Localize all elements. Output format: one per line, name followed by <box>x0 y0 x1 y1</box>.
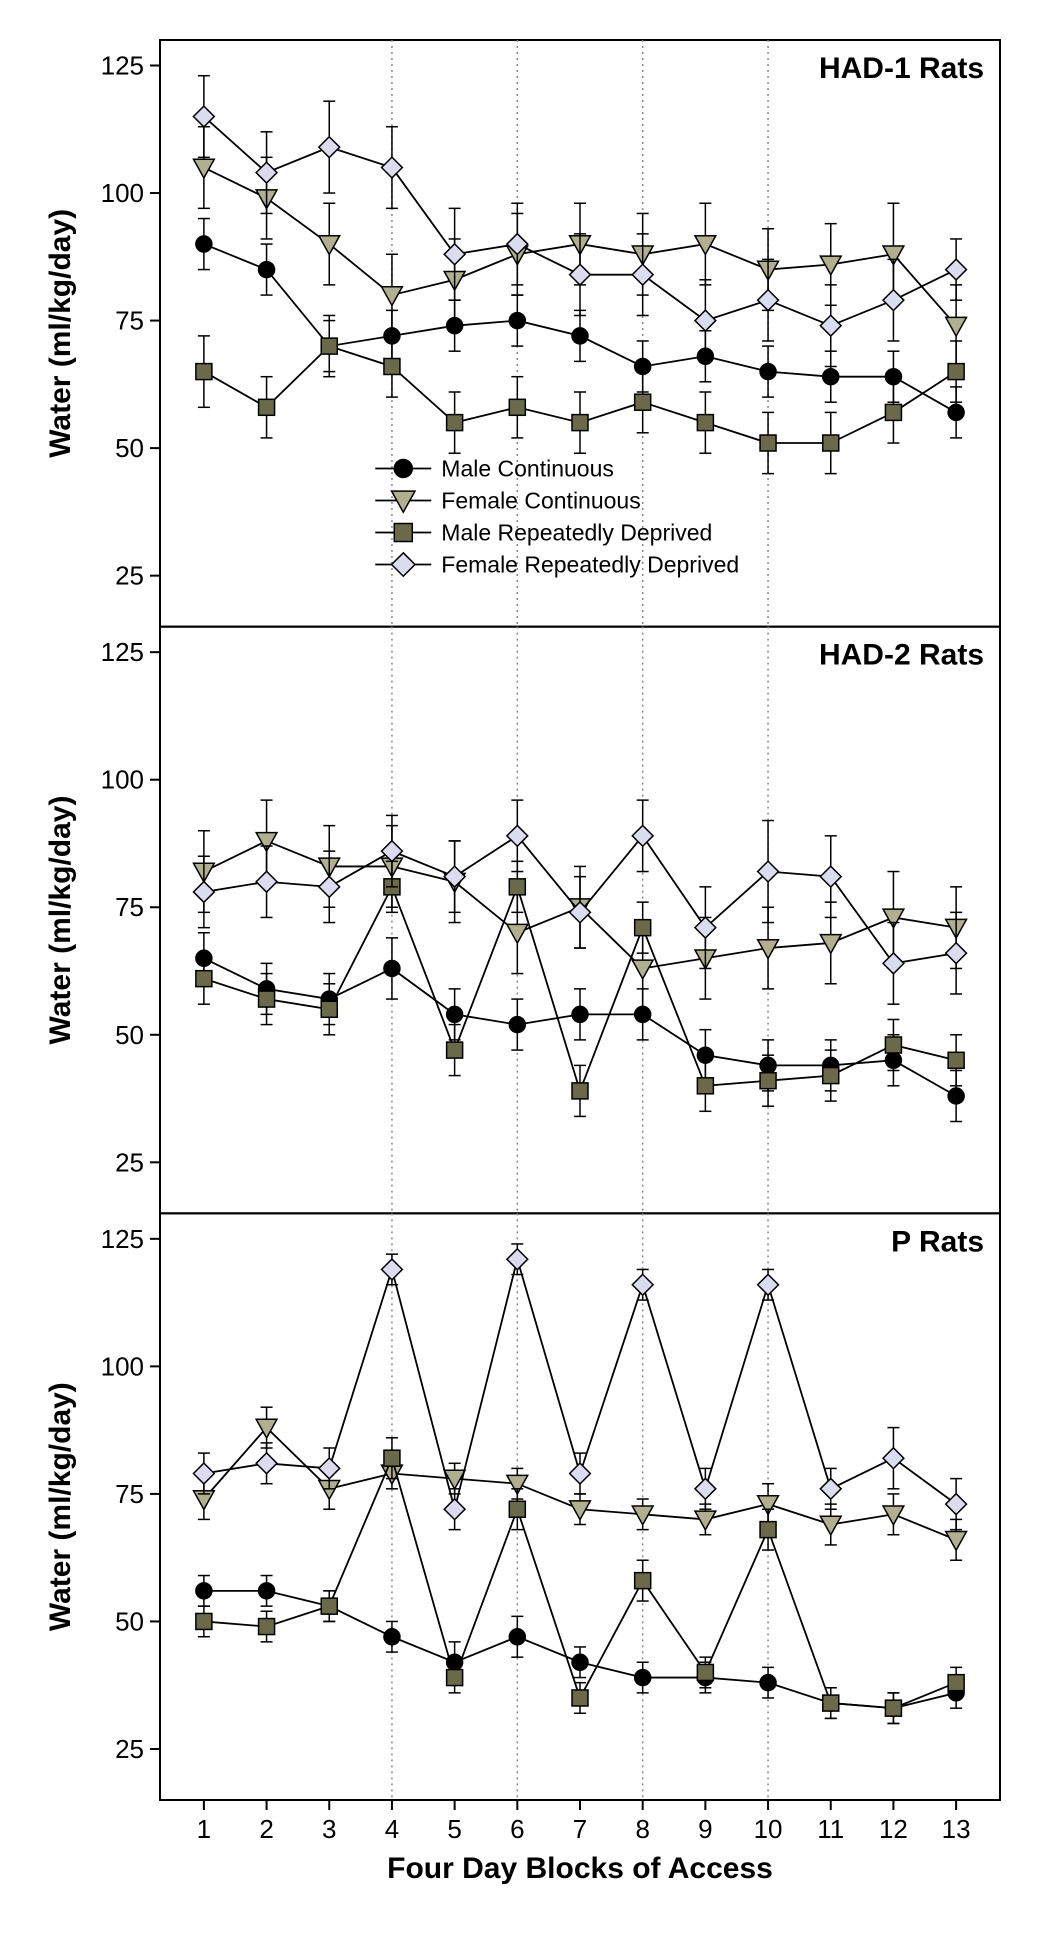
svg-text:Female Continuous: Female Continuous <box>441 488 640 514</box>
svg-text:125: 125 <box>101 637 144 667</box>
svg-text:25: 25 <box>115 1147 144 1177</box>
svg-text:50: 50 <box>115 1020 144 1050</box>
svg-text:125: 125 <box>101 51 144 81</box>
svg-text:10: 10 <box>754 1814 783 1844</box>
svg-text:25: 25 <box>115 561 144 591</box>
svg-text:100: 100 <box>101 765 144 795</box>
svg-text:75: 75 <box>115 306 144 336</box>
svg-text:9: 9 <box>698 1814 712 1844</box>
svg-text:50: 50 <box>115 1606 144 1636</box>
svg-text:8: 8 <box>635 1814 649 1844</box>
svg-text:Male Continuous: Male Continuous <box>441 456 614 482</box>
svg-text:100: 100 <box>101 178 144 208</box>
svg-text:125: 125 <box>101 1224 144 1254</box>
svg-text:1: 1 <box>197 1814 211 1844</box>
svg-text:Water (ml/kg/day): Water (ml/kg/day) <box>44 796 77 1045</box>
svg-text:100: 100 <box>101 1351 144 1381</box>
svg-text:HAD-1 Rats: HAD-1 Rats <box>819 52 984 85</box>
svg-text:12: 12 <box>879 1814 908 1844</box>
svg-text:Male Repeatedly Deprived: Male Repeatedly Deprived <box>441 520 712 546</box>
svg-text:6: 6 <box>510 1814 524 1844</box>
svg-text:P Rats: P Rats <box>891 1225 984 1258</box>
chart-svg: 255075100125Water (ml/kg/day)HAD-1 RatsM… <box>20 20 1030 1900</box>
svg-text:2: 2 <box>259 1814 273 1844</box>
svg-text:5: 5 <box>447 1814 461 1844</box>
multi-panel-chart: 255075100125Water (ml/kg/day)HAD-1 RatsM… <box>20 20 1030 1905</box>
svg-text:Female Repeatedly Deprived: Female Repeatedly Deprived <box>441 552 739 578</box>
svg-text:HAD-2 Rats: HAD-2 Rats <box>819 639 984 672</box>
svg-text:3: 3 <box>322 1814 336 1844</box>
svg-text:13: 13 <box>942 1814 971 1844</box>
svg-text:11: 11 <box>817 1814 844 1844</box>
svg-text:75: 75 <box>115 1479 144 1509</box>
svg-text:75: 75 <box>115 892 144 922</box>
svg-text:50: 50 <box>115 433 144 463</box>
svg-text:Water (ml/kg/day): Water (ml/kg/day) <box>44 209 77 458</box>
svg-text:7: 7 <box>573 1814 587 1844</box>
svg-text:4: 4 <box>385 1814 399 1844</box>
svg-text:25: 25 <box>115 1734 144 1764</box>
svg-text:Water (ml/kg/day): Water (ml/kg/day) <box>44 1382 77 1631</box>
svg-text:Four Day Blocks of Access: Four Day Blocks of Access <box>387 1852 773 1885</box>
